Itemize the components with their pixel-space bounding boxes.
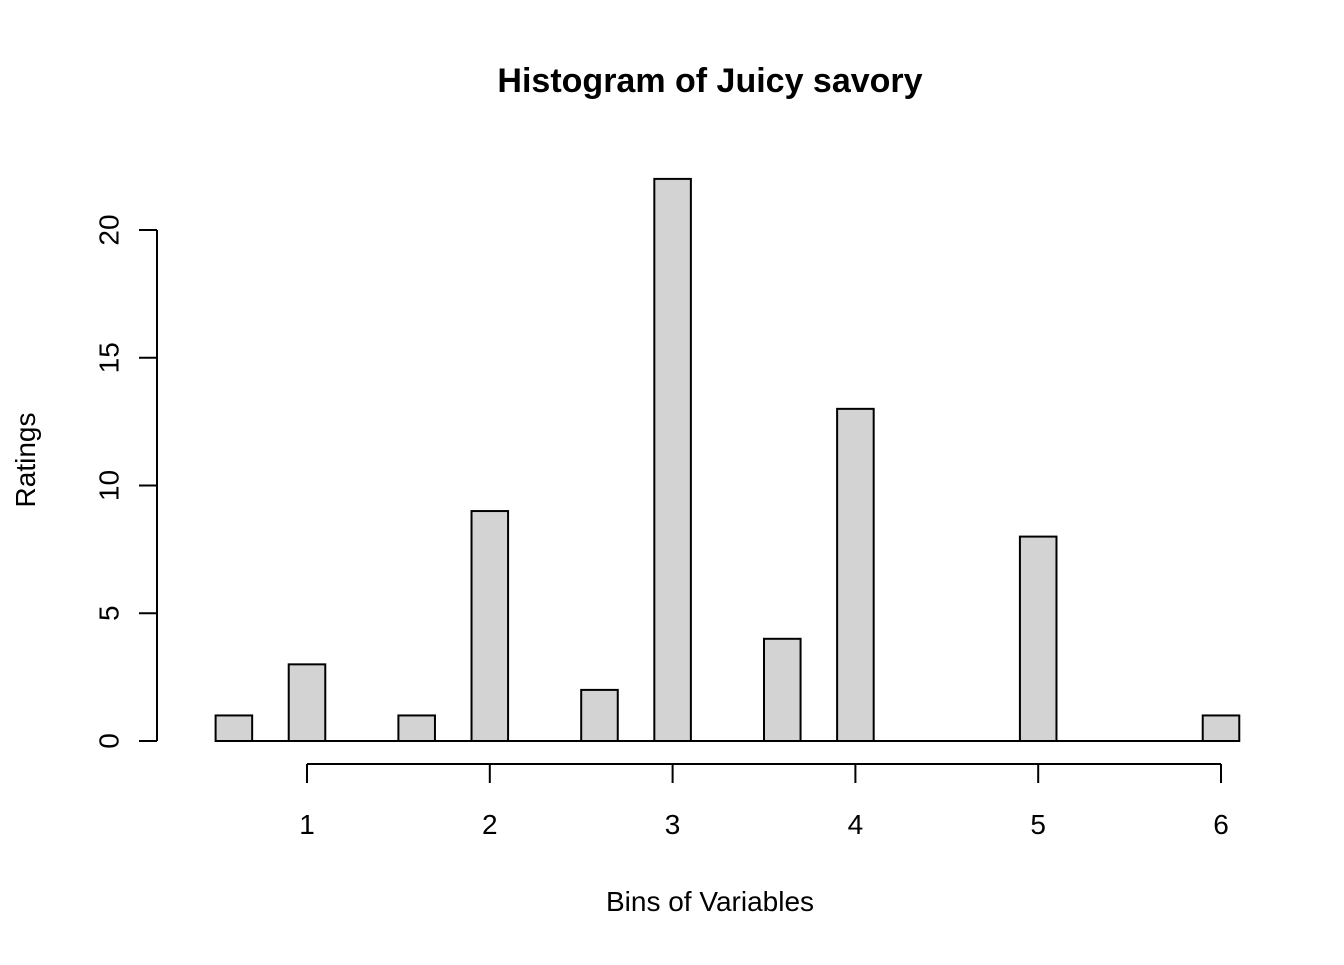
histogram-bar-1 bbox=[287, 663, 327, 742]
histogram-bar-5 bbox=[653, 177, 692, 742]
x-tick-label-4: 4 bbox=[848, 809, 864, 840]
histogram-bar-0 bbox=[214, 714, 254, 743]
histogram-bar-9 bbox=[1201, 714, 1241, 743]
histogram-bar-8 bbox=[1018, 535, 1058, 742]
y-axis: 0 5 10 15 20 bbox=[93, 214, 158, 749]
bars-layer bbox=[214, 177, 1241, 743]
x-axis: 1 2 3 4 5 6 bbox=[299, 763, 1229, 840]
x-tick-label-3: 3 bbox=[665, 809, 681, 840]
y-tick-label-20: 20 bbox=[93, 214, 124, 245]
histogram-bar-3 bbox=[470, 510, 510, 742]
y-tick-label-15: 15 bbox=[93, 342, 124, 373]
x-tick-label-1: 1 bbox=[299, 809, 315, 840]
chart-title: Histogram of Juicy savory bbox=[497, 62, 922, 100]
x-tick-label-2: 2 bbox=[482, 809, 498, 840]
histogram-bar-2 bbox=[397, 714, 436, 743]
x-axis-label: Bins of Variables bbox=[606, 886, 814, 917]
histogram-bar-7 bbox=[836, 407, 875, 742]
y-tick-label-5: 5 bbox=[93, 605, 124, 621]
histogram-bar-6 bbox=[763, 637, 802, 742]
y-tick-label-0: 0 bbox=[93, 733, 124, 749]
x-tick-label-5: 5 bbox=[1030, 809, 1046, 840]
y-axis-label: Ratings bbox=[10, 413, 41, 508]
x-tick-label-6: 6 bbox=[1213, 809, 1229, 840]
histogram-bar-4 bbox=[580, 688, 619, 743]
y-tick-label-10: 10 bbox=[93, 470, 124, 501]
